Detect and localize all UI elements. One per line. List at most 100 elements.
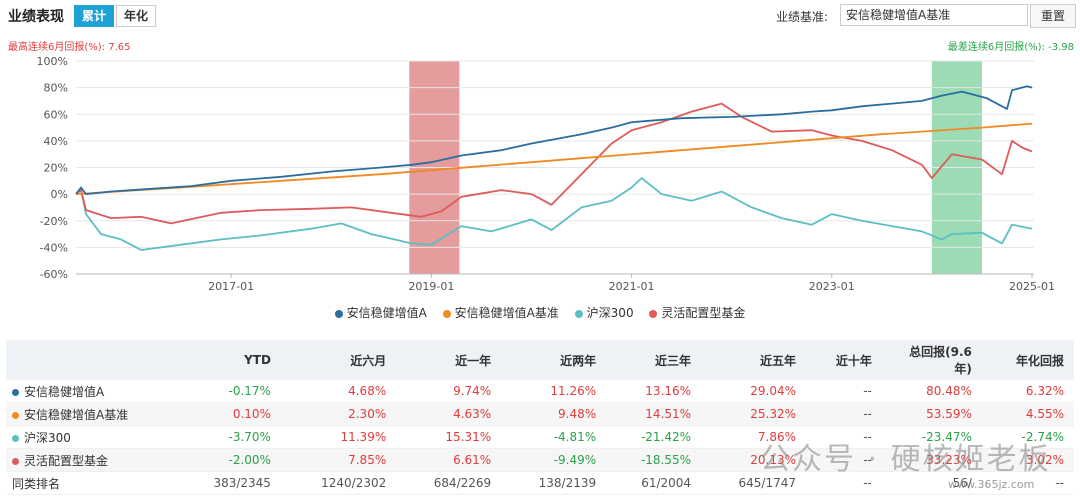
series-line-hs300 xyxy=(75,177,1033,251)
legend-item-peer[interactable]: 灵活配置型基金 xyxy=(649,304,745,321)
table-cell: -- xyxy=(981,471,1074,495)
table-cell: 29.04% xyxy=(701,380,807,403)
series-line-bench xyxy=(75,122,1033,195)
table-cell: 138/2139 xyxy=(501,471,607,495)
table-cell: 4.68% xyxy=(280,380,397,403)
table-cell: 6.61% xyxy=(396,448,502,472)
table-header: 近五年 xyxy=(701,340,807,380)
table-cell: 0.10% xyxy=(176,402,281,426)
row-name: 灵活配置型基金 xyxy=(6,448,176,472)
series-dot-icon xyxy=(12,457,19,465)
y-tick-label: 20% xyxy=(44,162,68,175)
table-cell: 645/1747 xyxy=(701,471,807,495)
legend-item-hs300[interactable]: 沪深300 xyxy=(574,304,634,321)
y-tick-label: 0% xyxy=(51,188,68,201)
table-header: 近一年 xyxy=(396,340,502,380)
table-cell: -- xyxy=(806,448,882,472)
x-tick-label: 2019-01 xyxy=(408,280,454,293)
series-dot-icon xyxy=(12,388,19,396)
legend-item-benchmark[interactable]: 安信稳健增值A基准 xyxy=(442,304,559,321)
x-tick-label: 2017-01 xyxy=(208,280,254,293)
x-tick-label: 2025-01 xyxy=(1009,280,1055,293)
legend-dot-icon xyxy=(574,309,583,318)
section-title: 业绩表现 xyxy=(8,9,64,25)
table-header: 近三年 xyxy=(606,340,702,380)
table-cell: 3.02% xyxy=(981,448,1074,472)
table-header: 近六月 xyxy=(280,340,397,380)
table-cell: 13.16% xyxy=(606,380,702,403)
table-cell: 2.30% xyxy=(280,402,397,426)
table-cell: -2.74% xyxy=(981,425,1074,449)
table-cell: 25.32% xyxy=(701,402,807,426)
series-line-peer xyxy=(75,102,1033,225)
series-dot-icon xyxy=(12,434,19,442)
table-cell: 11.26% xyxy=(501,380,607,403)
y-tick-label: -60% xyxy=(40,268,68,281)
table-cell: 61/2004 xyxy=(606,471,702,495)
table-header: 近两年 xyxy=(501,340,607,380)
tab-annualized[interactable]: 年化 xyxy=(116,5,157,27)
legend-item-fund[interactable]: 安信稳健增值A xyxy=(334,304,427,321)
table-cell: -- xyxy=(806,380,882,403)
table-cell: 56/ xyxy=(881,471,982,495)
row-name: 同类排名 xyxy=(6,471,176,495)
table-cell: 20.13% xyxy=(701,448,807,472)
table-cell: 1240/2302 xyxy=(280,471,397,495)
legend-dot-icon xyxy=(334,309,343,318)
table-cell: 4.55% xyxy=(981,402,1074,426)
benchmark-select[interactable]: 安信稳健增值A基准 xyxy=(840,4,1028,26)
table-cell: 80.48% xyxy=(881,380,982,403)
reset-button[interactable]: 重置 xyxy=(1030,4,1076,28)
table-cell: -- xyxy=(806,402,882,426)
table-cell: -3.70% xyxy=(176,425,281,449)
tab-cumulative[interactable]: 累计 xyxy=(74,5,115,27)
series-dot-icon xyxy=(12,411,19,419)
y-tick-label: 60% xyxy=(44,108,68,121)
table-cell: 11.39% xyxy=(280,425,397,449)
y-tick-label: -40% xyxy=(40,241,68,254)
x-tick-label: 2021-01 xyxy=(609,280,655,293)
row-name: 沪深300 xyxy=(6,425,176,449)
table-cell: -23.47% xyxy=(881,425,982,449)
table-cell: 33.23% xyxy=(881,448,982,472)
table-cell: -4.81% xyxy=(501,425,607,449)
table-row: 灵活配置型基金 -2.00% 7.85% 6.61% -9.49% -18.55% 20.1… xyxy=(6,448,1074,472)
row-name: 安信稳健增值A xyxy=(6,380,176,403)
performance-chart: 100% 80% 60% 40% 20% 0% -20% -40% -60% 2017-01 201… xyxy=(37,55,1055,293)
table-header-name xyxy=(6,340,176,380)
y-tick-label: 80% xyxy=(44,82,68,95)
series-line-fund xyxy=(75,85,1033,195)
table-header: 近十年 xyxy=(806,340,882,380)
table-header: YTD xyxy=(176,340,281,380)
table-cell: 15.31% xyxy=(396,425,502,449)
legend-dot-icon xyxy=(442,309,451,318)
x-tick-label: 2023-01 xyxy=(809,280,855,293)
table-cell: 684/2269 xyxy=(396,471,502,495)
table-cell: 7.85% xyxy=(280,448,397,472)
legend-dot-icon xyxy=(649,309,658,318)
table-header: 年化回报 xyxy=(981,340,1074,380)
table-cell: -21.42% xyxy=(606,425,702,449)
table-cell: 9.74% xyxy=(396,380,502,403)
top-bar: 业绩表现 累计 年化 业绩基准: 安信稳健增值A基准 重置 xyxy=(0,0,1080,32)
row-name: 安信稳健增值A基准 xyxy=(6,402,176,426)
table-cell: -9.49% xyxy=(501,448,607,472)
table-row: 沪深300 -3.70% 11.39% 15.31% -4.81% -21.42% 7.86… xyxy=(6,425,1074,449)
y-tick-label: 40% xyxy=(44,135,68,148)
table-row: 安信稳健增值A -0.17% 4.68% 9.74% 11.26% 13.16% 29.04… xyxy=(6,380,1074,403)
max-6m-return: 最高连续6月回报(%): 7.65 xyxy=(8,42,131,53)
table-row: 安信稳健增值A基准 0.10% 2.30% 4.63% 9.48% 14.51% 25.32… xyxy=(6,402,1074,426)
table-cell: 4.63% xyxy=(396,402,502,426)
table-cell: 6.32% xyxy=(981,380,1074,403)
table-row: 同类排名 383/2345 1240/2302 684/2269 138/2139 61/… xyxy=(6,471,1074,495)
performance-table: YTD 近六月 近一年 近两年 近三年 近五年 近十年 总回报(9.6年) 年化… xyxy=(6,340,1074,495)
table-cell: -- xyxy=(806,425,882,449)
table-cell: -- xyxy=(806,471,882,495)
y-tick-label: -20% xyxy=(40,215,68,228)
table-cell: 9.48% xyxy=(501,402,607,426)
y-tick-label: 100% xyxy=(37,55,68,68)
table-cell: 53.59% xyxy=(881,402,982,426)
table-header-row: YTD 近六月 近一年 近两年 近三年 近五年 近十年 总回报(9.6年) 年化… xyxy=(6,340,1074,380)
table-cell: 14.51% xyxy=(606,402,702,426)
benchmark-label: 业绩基准: xyxy=(776,10,829,24)
